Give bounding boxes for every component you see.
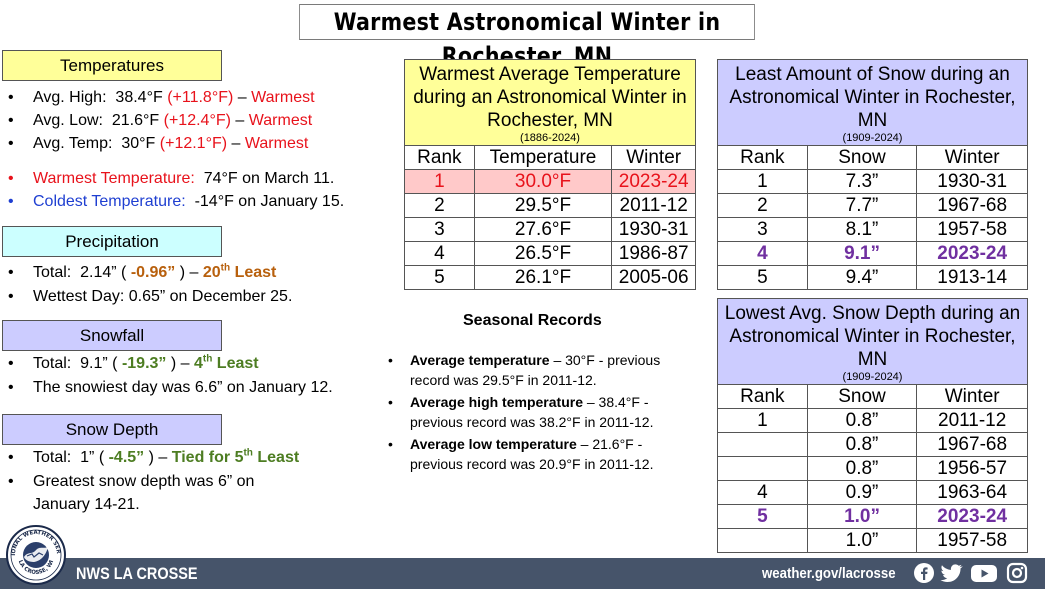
col-header: Rank [404,145,475,170]
seasonal-records-title: Seasonal Records [463,312,602,329]
table-row: 1 30.0°F 2023-24 [404,169,696,194]
col-header: Temperature [473,145,613,170]
col-header: Snow [806,145,918,170]
seasonal-record-item: • Average high temperature – 38.4°F - pre… [388,394,654,430]
footer-bar: NWS LA CROSSE weather.gov/lacrosse [0,558,1045,589]
wettest-day-item: • Wettest Day: 0.65” on December 25. [8,288,293,305]
table-row: 5 9.4” 1913-14 [717,265,1028,290]
nws-logo-icon: NATIONAL WEATHER SERVICE LA CROSSE, WI [6,525,66,585]
greatest-depth-item: • Greatest snow depth was 6” on January 1… [8,473,255,513]
col-header: Winter [611,145,696,170]
website-link[interactable]: weather.gov/lacrosse [762,565,896,582]
table-row: 0.8” 1967-68 [717,432,1028,457]
table-row: 3 8.1” 1957-58 [717,217,1028,242]
precip-total-item: • Total: 2.14” ( -0.96” ) – 20th Least [8,262,277,281]
twitter-icon[interactable] [940,562,964,584]
snowiest-day-item: • The snowiest day was 6.6” on January 12… [8,379,333,396]
avg-temp-item: • Avg. Temp: 30°F (+12.1°F) – Warmest [8,135,309,152]
youtube-icon[interactable] [970,562,998,584]
warmest-temp-item: • Warmest Temperature: 74°F on March 11. [8,170,335,187]
table-row: 1.0” 1957-58 [717,528,1028,553]
col-header: Winter [916,145,1028,170]
table-row: 1 7.3” 1930-31 [717,169,1028,194]
table-row: 1 0.8” 2011-12 [717,408,1028,433]
seasonal-record-item: • Average low temperature – 21.6°F - prev… [388,436,654,472]
temperatures-header: Temperatures [2,50,222,81]
depth-table-title: Lowest Avg. Snow Depth during an Astrono… [717,298,1028,385]
table-row: 4 0.9” 1963-64 [717,480,1028,505]
snowfall-header: Snowfall [2,320,222,351]
snow-table-title: Least Amount of Snow during an Astronomi… [717,59,1028,146]
col-header: Snow [806,384,918,409]
col-header: Winter [916,384,1028,409]
office-name: NWS LA CROSSE [76,564,198,583]
table-row: 5 26.1°F 2005-06 [404,265,696,290]
table-row: 4 9.1” 2023-24 [717,241,1028,266]
depth-total-item: • Total: 1” ( -4.5” ) – Tied for 5th Leas… [8,447,300,466]
avg-low-item: • Avg. Low: 21.6°F (+12.4°F) – Warmest [8,112,313,129]
snow-total-item: • Total: 9.1” ( -19.3” ) – 4th Least [8,353,259,372]
instagram-icon[interactable] [1006,562,1028,584]
snow-depth-header: Snow Depth [2,414,222,445]
col-header: Rank [717,384,808,409]
avg-high-item: • Avg. High: 38.4°F (+11.8°F) – Warmest [8,89,315,106]
least-snow-table: Least Amount of Snow during an Astronomi… [717,59,1028,290]
col-header: Rank [717,145,808,170]
coldest-temp-item: • Coldest Temperature: -14°F on January 1… [8,193,345,210]
seasonal-record-item: • Average temperature – 30°F - previous r… [388,352,661,388]
facebook-icon[interactable] [913,562,935,584]
warmest-temp-table: Warmest Average Temperature during an As… [404,59,696,290]
table-row: 5 1.0” 2023-24 [717,504,1028,529]
precipitation-header: Precipitation [2,226,222,257]
table-row: 4 26.5°F 1986-87 [404,241,696,266]
lowest-depth-table: Lowest Avg. Snow Depth during an Astrono… [717,298,1028,553]
page-title: Warmest Astronomical Winter in Rochester… [299,4,755,70]
table-row: 2 29.5°F 2011-12 [404,193,696,218]
table-row: 3 27.6°F 1930-31 [404,217,696,242]
table-row: 2 7.7” 1967-68 [717,193,1028,218]
warmest-table-title: Warmest Average Temperature during an As… [404,59,696,146]
table-row: 0.8” 1956-57 [717,456,1028,481]
